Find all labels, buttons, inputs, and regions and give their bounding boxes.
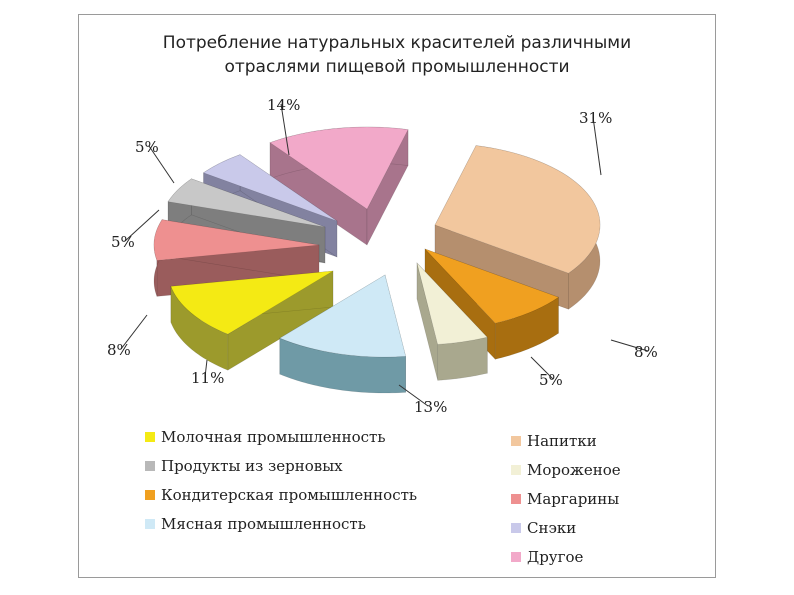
chart-title: Потребление натуральных красителей разли…: [79, 31, 715, 79]
leader-line: [280, 103, 290, 156]
leader-line: [204, 359, 208, 378]
pie-slice: [279, 274, 407, 358]
pie-slice: [424, 248, 560, 324]
slice-percent-label: 5%: [539, 371, 563, 389]
pie-slice: [202, 154, 338, 222]
leader-line: [610, 339, 649, 352]
slice-percent-label: 13%: [414, 398, 447, 416]
leader-line: [592, 116, 602, 176]
leader-line: [124, 209, 160, 242]
slice-percent-label: 5%: [135, 138, 159, 156]
leader-line: [120, 314, 148, 350]
pie-slice: [153, 219, 320, 261]
pie-chart: 31% 8% 5% 13% 11% 8% 5% 5% 14%: [107, 96, 658, 416]
chart-title-line-2: отраслями пищевой промышленности: [224, 57, 570, 77]
leader-line: [398, 384, 429, 407]
pie-slice: [170, 270, 334, 335]
slice-percent-label: 11%: [191, 369, 224, 387]
slice-percent-label: 5%: [111, 233, 135, 251]
pie-slice: [167, 178, 326, 228]
slice-percent-label: 14%: [267, 96, 300, 114]
leader-line: [148, 145, 175, 184]
leader-line: [530, 356, 554, 380]
pie-slice: [269, 126, 409, 210]
pie-slice: [434, 145, 601, 274]
chart-frame: Потребление натуральных красителей разли…: [78, 14, 716, 578]
slice-percent-label: 31%: [579, 109, 612, 127]
slice-percent-label: 8%: [634, 343, 658, 361]
slice-percent-label: 8%: [107, 341, 131, 359]
chart-title-line-1: Потребление натуральных красителей разли…: [162, 33, 632, 53]
pie-slice: [416, 261, 488, 345]
